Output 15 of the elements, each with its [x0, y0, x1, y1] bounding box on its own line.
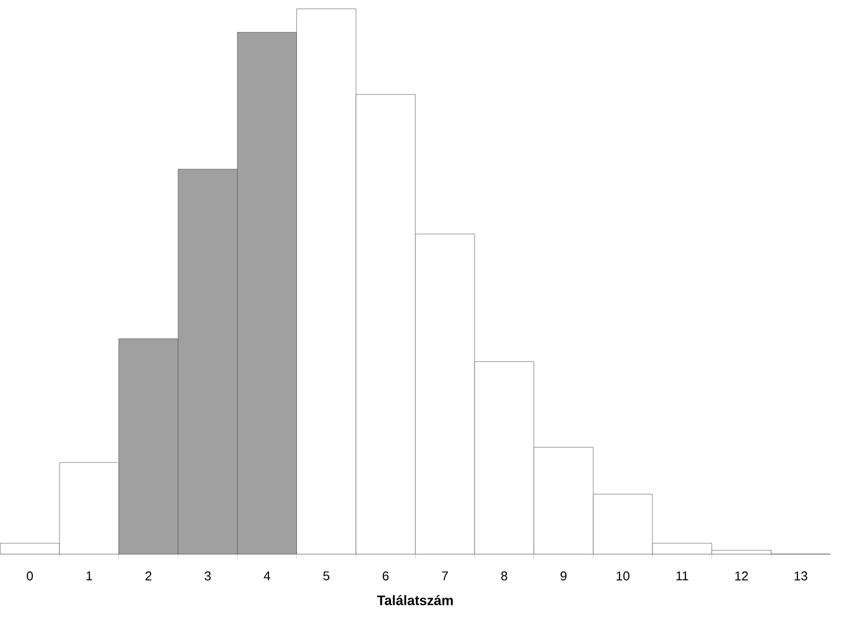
- x-tick-label: 8: [501, 571, 508, 580]
- x-tick-label: 5: [323, 571, 330, 580]
- x-tick-label: 4: [264, 571, 270, 580]
- x-tick-label: 12: [735, 571, 748, 580]
- x-tick-label: 10: [616, 571, 630, 580]
- x-tick-label: 6: [382, 571, 389, 580]
- x-tick-label: 11: [676, 571, 688, 580]
- x-tick-label: 7: [442, 571, 448, 580]
- x-tick-label: 0: [26, 571, 33, 580]
- x-tick-label: 13: [794, 571, 808, 580]
- x-tick-label: 9: [560, 571, 566, 580]
- x-tick-label: 3: [204, 571, 211, 580]
- x-tick-label: 2: [146, 571, 152, 580]
- x-axis-title: Találatszám: [377, 595, 453, 606]
- x-tick-label: 1: [86, 571, 92, 580]
